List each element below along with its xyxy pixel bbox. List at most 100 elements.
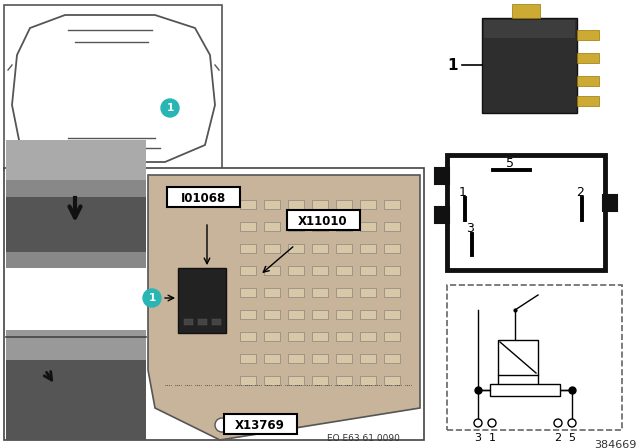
- Bar: [264, 244, 280, 253]
- Bar: [435, 168, 449, 184]
- Circle shape: [488, 419, 496, 427]
- Text: 2: 2: [576, 185, 584, 198]
- Bar: [336, 222, 352, 231]
- Text: I01068: I01068: [180, 191, 226, 204]
- Bar: [240, 310, 256, 319]
- Bar: [384, 354, 400, 363]
- Text: 1: 1: [488, 433, 495, 443]
- Bar: [240, 222, 256, 231]
- Bar: [264, 376, 280, 385]
- Polygon shape: [148, 175, 420, 440]
- Bar: [384, 310, 400, 319]
- Bar: [288, 376, 304, 385]
- Text: 5: 5: [506, 156, 514, 169]
- Bar: [212, 319, 221, 325]
- Bar: [4, 5, 222, 170]
- Bar: [312, 288, 328, 297]
- Circle shape: [143, 289, 161, 307]
- FancyBboxPatch shape: [287, 210, 360, 229]
- Bar: [6, 197, 146, 252]
- Bar: [6, 330, 146, 360]
- Text: 1: 1: [448, 57, 458, 73]
- Bar: [360, 288, 376, 297]
- Text: 1: 1: [148, 293, 156, 303]
- Bar: [360, 376, 376, 385]
- Bar: [312, 266, 328, 275]
- Bar: [360, 200, 376, 209]
- Bar: [603, 195, 617, 211]
- Bar: [288, 332, 304, 341]
- Bar: [240, 332, 256, 341]
- Bar: [288, 310, 304, 319]
- Text: 1: 1: [459, 185, 467, 198]
- Text: 3: 3: [474, 433, 481, 443]
- Text: X13769: X13769: [235, 418, 285, 431]
- Bar: [264, 200, 280, 209]
- Bar: [312, 376, 328, 385]
- Bar: [447, 155, 605, 270]
- Bar: [288, 266, 304, 275]
- Text: 1: 1: [166, 103, 173, 113]
- Bar: [360, 332, 376, 341]
- Bar: [312, 222, 328, 231]
- Bar: [360, 266, 376, 275]
- Bar: [6, 360, 146, 440]
- Bar: [264, 222, 280, 231]
- Bar: [264, 266, 280, 275]
- Text: 3: 3: [466, 221, 474, 234]
- Bar: [264, 288, 280, 297]
- Bar: [312, 354, 328, 363]
- Bar: [360, 310, 376, 319]
- FancyBboxPatch shape: [166, 186, 239, 207]
- Bar: [6, 170, 146, 268]
- Bar: [435, 207, 449, 223]
- Bar: [264, 332, 280, 341]
- Bar: [4, 168, 424, 440]
- Bar: [312, 332, 328, 341]
- Bar: [498, 340, 538, 375]
- Bar: [178, 268, 226, 333]
- Bar: [336, 266, 352, 275]
- Bar: [264, 310, 280, 319]
- Bar: [577, 30, 599, 40]
- Bar: [490, 384, 560, 396]
- Bar: [184, 319, 193, 325]
- Bar: [312, 200, 328, 209]
- Bar: [384, 266, 400, 275]
- Bar: [336, 332, 352, 341]
- Bar: [288, 354, 304, 363]
- Bar: [240, 244, 256, 253]
- Circle shape: [554, 419, 562, 427]
- Bar: [288, 200, 304, 209]
- Text: 5: 5: [568, 433, 575, 443]
- Bar: [336, 288, 352, 297]
- Bar: [336, 310, 352, 319]
- FancyBboxPatch shape: [223, 414, 296, 434]
- Bar: [312, 310, 328, 319]
- Text: EO E63 61 0090: EO E63 61 0090: [327, 434, 400, 443]
- Text: 384669: 384669: [594, 440, 636, 448]
- Bar: [512, 4, 540, 18]
- Bar: [384, 222, 400, 231]
- Bar: [360, 354, 376, 363]
- Bar: [240, 288, 256, 297]
- Bar: [6, 140, 146, 180]
- Circle shape: [568, 419, 576, 427]
- Text: X11010: X11010: [298, 215, 348, 228]
- Polygon shape: [482, 18, 577, 113]
- Bar: [384, 332, 400, 341]
- Bar: [336, 376, 352, 385]
- Polygon shape: [484, 20, 575, 38]
- Bar: [360, 222, 376, 231]
- Bar: [288, 222, 304, 231]
- Bar: [384, 288, 400, 297]
- Bar: [447, 285, 622, 430]
- Bar: [240, 376, 256, 385]
- Bar: [240, 266, 256, 275]
- Bar: [336, 244, 352, 253]
- Bar: [198, 319, 207, 325]
- Bar: [577, 76, 599, 86]
- Bar: [264, 354, 280, 363]
- Bar: [360, 244, 376, 253]
- Bar: [288, 244, 304, 253]
